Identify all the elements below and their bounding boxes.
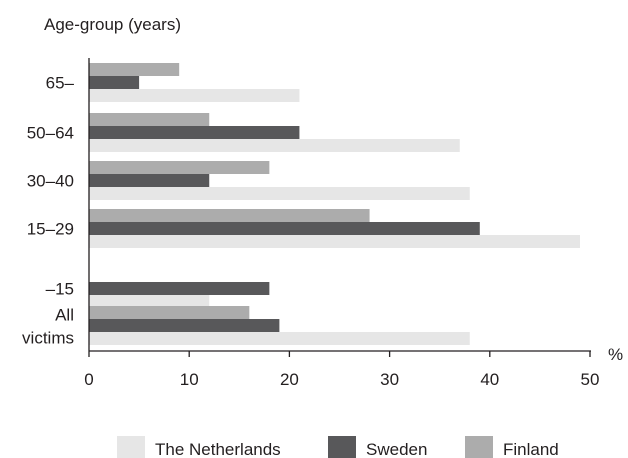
bar-finland-50-64 — [89, 113, 210, 126]
x-tick-label: 0 — [84, 370, 93, 389]
bar-sweden-65 — [89, 76, 140, 89]
legend-label-finland: Finland — [503, 440, 559, 458]
bar-the-netherlands-15 — [89, 295, 210, 308]
legend-swatch-finland — [465, 436, 493, 458]
bar-sweden-15 — [89, 282, 270, 295]
x-tick-label: 20 — [280, 370, 299, 389]
bar-the-netherlands-all-victims — [89, 332, 470, 345]
category-label: –15 — [46, 280, 74, 299]
category-label: 65– — [46, 74, 75, 93]
legend-label-sweden: Sweden — [366, 440, 427, 458]
x-tick-label: 30 — [380, 370, 399, 389]
bar-sweden-15-29 — [89, 222, 480, 235]
bar-sweden-50-64 — [89, 126, 300, 139]
y-axis-title: Age-group (years) — [44, 15, 181, 34]
legend-label-the-netherlands: The Netherlands — [155, 440, 281, 458]
x-tick-label: 10 — [180, 370, 199, 389]
category-labels-group: 65– 50–64 30–40 15–29 –15 All victims — [22, 74, 74, 348]
bar-finland-15-29 — [89, 209, 370, 222]
bar-the-netherlands-30-40 — [89, 187, 470, 200]
bar-finland-30-40 — [89, 161, 270, 174]
bar-the-netherlands-15-29 — [89, 235, 580, 248]
x-tick-label: 40 — [480, 370, 499, 389]
category-label: 30–40 — [27, 172, 74, 191]
bars-group — [89, 63, 580, 345]
category-label: 15–29 — [27, 220, 74, 239]
legend-swatch-the-netherlands — [117, 436, 145, 458]
category-label: 50–64 — [27, 124, 74, 143]
legend: The Netherlands Sweden Finland — [117, 436, 559, 458]
x-tick-label: 50 — [581, 370, 600, 389]
bar-sweden-30-40 — [89, 174, 210, 187]
x-axis-unit: % — [608, 345, 623, 364]
bar-sweden-all-victims — [89, 319, 280, 332]
bar-finland-all-victims — [89, 306, 250, 319]
x-ticks-group: 0 10 20 30 40 50 — [84, 351, 599, 389]
legend-swatch-sweden — [328, 436, 356, 458]
bar-the-netherlands-50-64 — [89, 139, 460, 152]
category-label: All victims — [22, 306, 74, 348]
bar-the-netherlands-65 — [89, 89, 300, 102]
bar-finland-65 — [89, 63, 180, 76]
